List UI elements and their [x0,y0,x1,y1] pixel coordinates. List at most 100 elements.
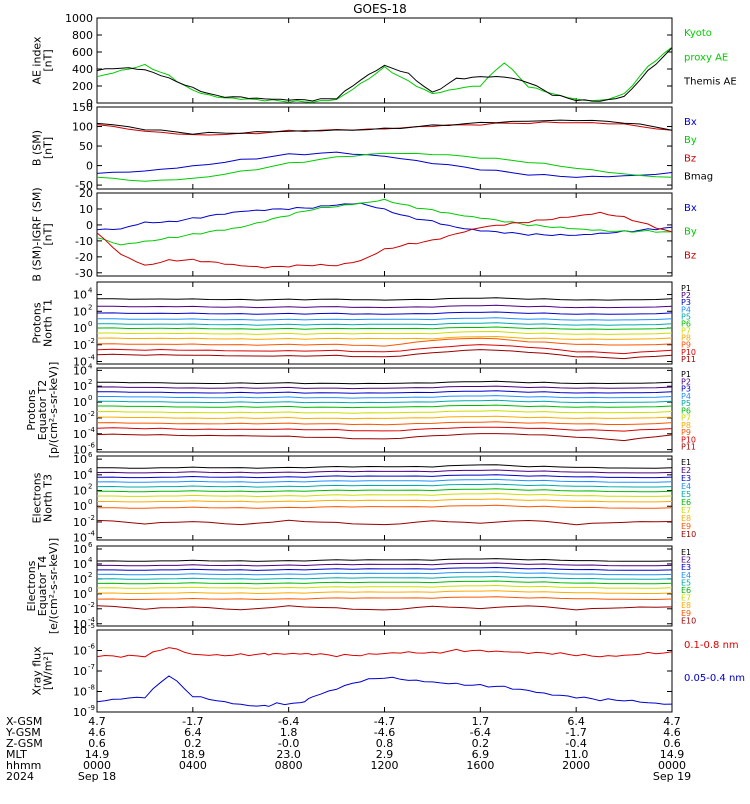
y-tick-exponent: 0 [88,320,92,328]
y-tick-label: 0 [86,97,93,110]
legend-item: By [684,227,697,238]
legend-item: Bx [684,203,697,214]
orbit-row-value: 1200 [371,759,399,772]
series-line-e9 [96,596,673,601]
y-axis-label: [nT] [42,137,55,159]
orbit-row-label: hhmm [6,759,41,772]
y-tick-label: 10 [73,469,87,482]
y-tick-label: 10 [73,706,87,719]
y-tick-exponent: -4 [88,353,96,361]
y-tick-exponent: 0 [88,394,92,402]
legend-item: E5 [681,578,691,587]
orbit-row-x-gsm: X-GSM 4.7 -1.7 -6.4 -4.7 1.7 6.4 4.7 [6,715,681,728]
y-tick-label: 10 [73,618,87,631]
series-line-by [96,152,673,182]
series-line-p8 [97,415,673,420]
series-line-e7 [96,584,673,589]
series-line-p6 [97,404,673,409]
series-line-e3 [97,566,673,571]
legend-item: Themis AE [683,77,737,88]
y-tick-exponent: 2 [88,378,92,386]
y-tick-label: 0 [86,160,93,173]
series-line-e7 [97,492,673,498]
y-tick-label: 10 [73,412,87,425]
y-tick-label: 100 [72,121,93,134]
legend-item: P7 [681,327,691,336]
legend-item: P11 [681,443,696,452]
legend-item: proxy AE [684,52,728,63]
y-tick-exponent: -5 [88,622,95,630]
series-line-p2 [96,385,673,390]
legend-item: E4 [681,482,691,491]
y-tick-label: 10 [73,289,87,302]
series-line-e10 [96,605,673,611]
series-line-p1 [97,297,673,301]
orbit-row-value: -0.4 [565,737,586,750]
y-tick-exponent: 6 [88,451,93,459]
orbit-row-value: 4.7 [663,715,681,728]
legend-item: P6 [681,319,691,328]
orbit-row-label: MLT [6,748,27,761]
y-tick-label: 600 [72,46,93,59]
legend-item: E1 [681,458,691,467]
legend-item: P1 [681,284,691,293]
y-tick-label: 10 [73,428,87,441]
orbit-row-value: 23.0 [276,748,301,761]
series-line-bz [96,211,673,269]
y-tick-label: 10 [73,603,87,616]
series-line-p3 [96,390,673,394]
y-tick-exponent: -2 [88,514,95,522]
orbit-row-value: 0.6 [88,737,106,750]
orbit-row-value: 0400 [179,759,207,772]
y-axis-label: [p/(cm²-s-sr-keV)] [47,362,60,459]
series-line-bx [96,151,673,178]
orbit-row-2024: 2024 Sep 18 Sep 19 [6,770,691,783]
orbit-row-value: 0800 [275,759,303,772]
legend-item: Bmag [684,172,713,183]
series-line-e2 [96,469,673,474]
y-tick-label: 10 [73,543,87,556]
orbit-row-value: 14.9 [85,748,110,761]
series-line-p3 [96,311,673,315]
legend-item: By [684,135,697,146]
orbit-row-value: 18.9 [181,748,206,761]
y-axis-label: Electrons [25,560,38,611]
orbit-row-value: -6.4 [470,726,491,739]
series-line-e1 [96,464,673,469]
orbit-row-label: 2024 [6,770,34,783]
series-line-p9 [96,421,673,426]
panel-frame [96,629,673,713]
legend-item: Bz [684,153,696,164]
y-tick-label: 10 [73,573,87,586]
y-tick-exponent: 6 [88,541,93,549]
orbit-row-value: 6.9 [472,748,490,761]
y-tick-label: 800 [72,29,93,42]
series-line-p2 [96,304,673,309]
y-tick-label: 10 [73,665,87,678]
legend-item: P6 [681,406,691,415]
legend-item: Bz [684,250,696,261]
y-tick-label: 10 [73,624,87,637]
orbit-row-y-gsm: Y-GSM 4.6 6.4 1.8 -4.6 -6.4 -1.7 4.6 [5,726,681,739]
series-line-p5 [96,399,673,404]
y-tick-exponent: 0 [88,498,92,506]
orbit-row-value: 14.9 [660,748,685,761]
y-tick-label: 10 [73,645,87,658]
series-line-e2 [97,562,673,567]
series-line-bx [96,202,673,237]
orbit-row-label: X-GSM [6,715,42,728]
legend-item: 0.05-0.4 nm [684,673,745,684]
series-line-p11 [96,433,673,442]
orbit-row-value: 1600 [466,759,494,772]
y-tick-exponent: -8 [88,684,95,692]
y-tick-exponent: 0 [88,586,92,594]
y-axis-label: Protons [25,389,38,430]
series-line-by [96,198,673,246]
legend-item: E2 [681,556,691,565]
y-axis-label: North T1 [42,299,55,347]
legend-item: P8 [681,421,691,430]
